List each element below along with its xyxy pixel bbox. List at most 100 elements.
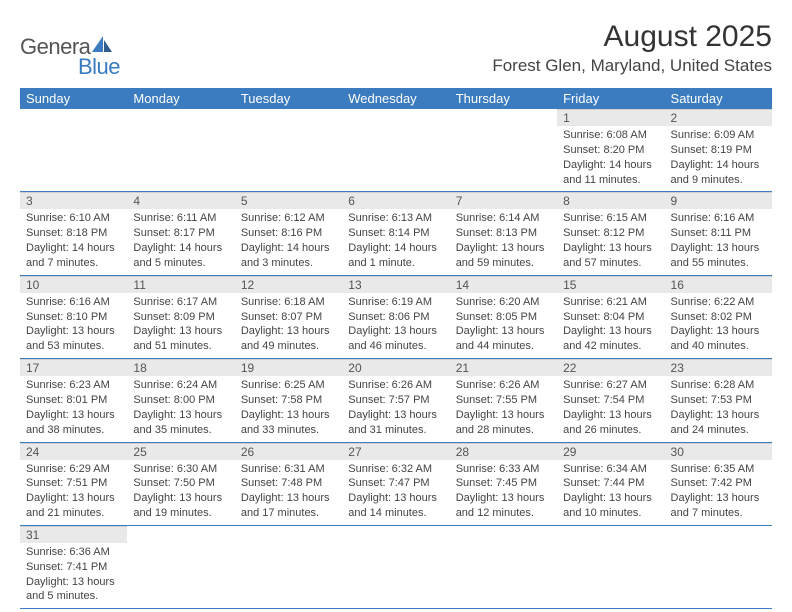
day-text: Sunrise: 6:18 AMSunset: 8:07 PMDaylight:…	[235, 293, 342, 358]
day-text: Sunrise: 6:34 AMSunset: 7:44 PMDaylight:…	[557, 460, 664, 525]
brand-part-2: Blue	[78, 54, 120, 80]
calendar-cell: 31Sunrise: 6:36 AMSunset: 7:41 PMDayligh…	[20, 525, 127, 608]
day-header: Wednesday	[342, 88, 449, 109]
calendar-cell: 20Sunrise: 6:26 AMSunset: 7:57 PMDayligh…	[342, 359, 449, 442]
day-header: Saturday	[665, 88, 772, 109]
day-number: 1	[557, 110, 664, 126]
day-number: 19	[235, 360, 342, 376]
day-number: 4	[127, 193, 234, 209]
calendar-cell	[342, 525, 449, 608]
day-number: 8	[557, 193, 664, 209]
day-number: 23	[665, 360, 772, 376]
day-number: 9	[665, 193, 772, 209]
calendar-cell	[20, 109, 127, 192]
calendar-cell: 27Sunrise: 6:32 AMSunset: 7:47 PMDayligh…	[342, 442, 449, 525]
day-number: 6	[342, 193, 449, 209]
day-text: Sunrise: 6:16 AMSunset: 8:11 PMDaylight:…	[665, 209, 772, 274]
day-text: Sunrise: 6:12 AMSunset: 8:16 PMDaylight:…	[235, 209, 342, 274]
calendar-cell: 3Sunrise: 6:10 AMSunset: 8:18 PMDaylight…	[20, 192, 127, 275]
calendar-cell	[450, 109, 557, 192]
calendar-cell: 1Sunrise: 6:08 AMSunset: 8:20 PMDaylight…	[557, 109, 664, 192]
day-header: Sunday	[20, 88, 127, 109]
day-number: 12	[235, 277, 342, 293]
day-text: Sunrise: 6:23 AMSunset: 8:01 PMDaylight:…	[20, 376, 127, 441]
calendar-cell	[342, 109, 449, 192]
day-number: 30	[665, 444, 772, 460]
day-number: 2	[665, 110, 772, 126]
calendar-cell: 6Sunrise: 6:13 AMSunset: 8:14 PMDaylight…	[342, 192, 449, 275]
day-text: Sunrise: 6:13 AMSunset: 8:14 PMDaylight:…	[342, 209, 449, 274]
calendar-cell: 16Sunrise: 6:22 AMSunset: 8:02 PMDayligh…	[665, 275, 772, 358]
day-text: Sunrise: 6:29 AMSunset: 7:51 PMDaylight:…	[20, 460, 127, 525]
calendar-cell	[450, 525, 557, 608]
day-text: Sunrise: 6:27 AMSunset: 7:54 PMDaylight:…	[557, 376, 664, 441]
day-number: 25	[127, 444, 234, 460]
day-header: Monday	[127, 88, 234, 109]
title-block: August 2025 Forest Glen, Maryland, Unite…	[492, 20, 772, 76]
calendar-head: SundayMondayTuesdayWednesdayThursdayFrid…	[20, 88, 772, 109]
day-text: Sunrise: 6:17 AMSunset: 8:09 PMDaylight:…	[127, 293, 234, 358]
day-text: Sunrise: 6:20 AMSunset: 8:05 PMDaylight:…	[450, 293, 557, 358]
calendar-cell	[665, 525, 772, 608]
day-number: 27	[342, 444, 449, 460]
day-text: Sunrise: 6:16 AMSunset: 8:10 PMDaylight:…	[20, 293, 127, 358]
brand-logo: Genera Blue	[20, 20, 120, 80]
day-text: Sunrise: 6:36 AMSunset: 7:41 PMDaylight:…	[20, 543, 127, 608]
day-number: 20	[342, 360, 449, 376]
day-number: 28	[450, 444, 557, 460]
calendar-cell: 29Sunrise: 6:34 AMSunset: 7:44 PMDayligh…	[557, 442, 664, 525]
day-number: 21	[450, 360, 557, 376]
day-number: 14	[450, 277, 557, 293]
calendar-cell: 14Sunrise: 6:20 AMSunset: 8:05 PMDayligh…	[450, 275, 557, 358]
day-text: Sunrise: 6:11 AMSunset: 8:17 PMDaylight:…	[127, 209, 234, 274]
day-text: Sunrise: 6:08 AMSunset: 8:20 PMDaylight:…	[557, 126, 664, 191]
day-number: 26	[235, 444, 342, 460]
calendar-cell: 4Sunrise: 6:11 AMSunset: 8:17 PMDaylight…	[127, 192, 234, 275]
day-number: 31	[20, 527, 127, 543]
day-text: Sunrise: 6:26 AMSunset: 7:55 PMDaylight:…	[450, 376, 557, 441]
calendar-table: SundayMondayTuesdayWednesdayThursdayFrid…	[20, 88, 772, 609]
calendar-cell: 9Sunrise: 6:16 AMSunset: 8:11 PMDaylight…	[665, 192, 772, 275]
day-text: Sunrise: 6:30 AMSunset: 7:50 PMDaylight:…	[127, 460, 234, 525]
day-number: 10	[20, 277, 127, 293]
calendar-cell: 30Sunrise: 6:35 AMSunset: 7:42 PMDayligh…	[665, 442, 772, 525]
calendar-cell: 8Sunrise: 6:15 AMSunset: 8:12 PMDaylight…	[557, 192, 664, 275]
calendar-cell	[557, 525, 664, 608]
day-text: Sunrise: 6:31 AMSunset: 7:48 PMDaylight:…	[235, 460, 342, 525]
day-number: 7	[450, 193, 557, 209]
day-number: 15	[557, 277, 664, 293]
calendar-cell	[235, 525, 342, 608]
day-text: Sunrise: 6:09 AMSunset: 8:19 PMDaylight:…	[665, 126, 772, 191]
day-number: 18	[127, 360, 234, 376]
day-number: 22	[557, 360, 664, 376]
day-number: 16	[665, 277, 772, 293]
header: Genera Blue August 2025 Forest Glen, Mar…	[20, 20, 772, 80]
calendar-cell: 25Sunrise: 6:30 AMSunset: 7:50 PMDayligh…	[127, 442, 234, 525]
calendar-cell	[127, 109, 234, 192]
day-number: 29	[557, 444, 664, 460]
day-number: 13	[342, 277, 449, 293]
calendar-body: 1Sunrise: 6:08 AMSunset: 8:20 PMDaylight…	[20, 109, 772, 609]
day-number: 3	[20, 193, 127, 209]
calendar-cell	[127, 525, 234, 608]
calendar-cell: 15Sunrise: 6:21 AMSunset: 8:04 PMDayligh…	[557, 275, 664, 358]
day-text: Sunrise: 6:10 AMSunset: 8:18 PMDaylight:…	[20, 209, 127, 274]
day-text: Sunrise: 6:19 AMSunset: 8:06 PMDaylight:…	[342, 293, 449, 358]
day-number: 11	[127, 277, 234, 293]
day-text: Sunrise: 6:22 AMSunset: 8:02 PMDaylight:…	[665, 293, 772, 358]
calendar-cell: 23Sunrise: 6:28 AMSunset: 7:53 PMDayligh…	[665, 359, 772, 442]
day-number: 24	[20, 444, 127, 460]
day-text: Sunrise: 6:15 AMSunset: 8:12 PMDaylight:…	[557, 209, 664, 274]
day-text: Sunrise: 6:35 AMSunset: 7:42 PMDaylight:…	[665, 460, 772, 525]
page-title: August 2025	[492, 20, 772, 54]
calendar-cell: 22Sunrise: 6:27 AMSunset: 7:54 PMDayligh…	[557, 359, 664, 442]
calendar-cell: 17Sunrise: 6:23 AMSunset: 8:01 PMDayligh…	[20, 359, 127, 442]
calendar-cell: 24Sunrise: 6:29 AMSunset: 7:51 PMDayligh…	[20, 442, 127, 525]
calendar-cell: 11Sunrise: 6:17 AMSunset: 8:09 PMDayligh…	[127, 275, 234, 358]
day-text: Sunrise: 6:28 AMSunset: 7:53 PMDaylight:…	[665, 376, 772, 441]
day-text: Sunrise: 6:25 AMSunset: 7:58 PMDaylight:…	[235, 376, 342, 441]
calendar-cell: 5Sunrise: 6:12 AMSunset: 8:16 PMDaylight…	[235, 192, 342, 275]
calendar-cell: 10Sunrise: 6:16 AMSunset: 8:10 PMDayligh…	[20, 275, 127, 358]
calendar-cell: 19Sunrise: 6:25 AMSunset: 7:58 PMDayligh…	[235, 359, 342, 442]
calendar-cell: 28Sunrise: 6:33 AMSunset: 7:45 PMDayligh…	[450, 442, 557, 525]
